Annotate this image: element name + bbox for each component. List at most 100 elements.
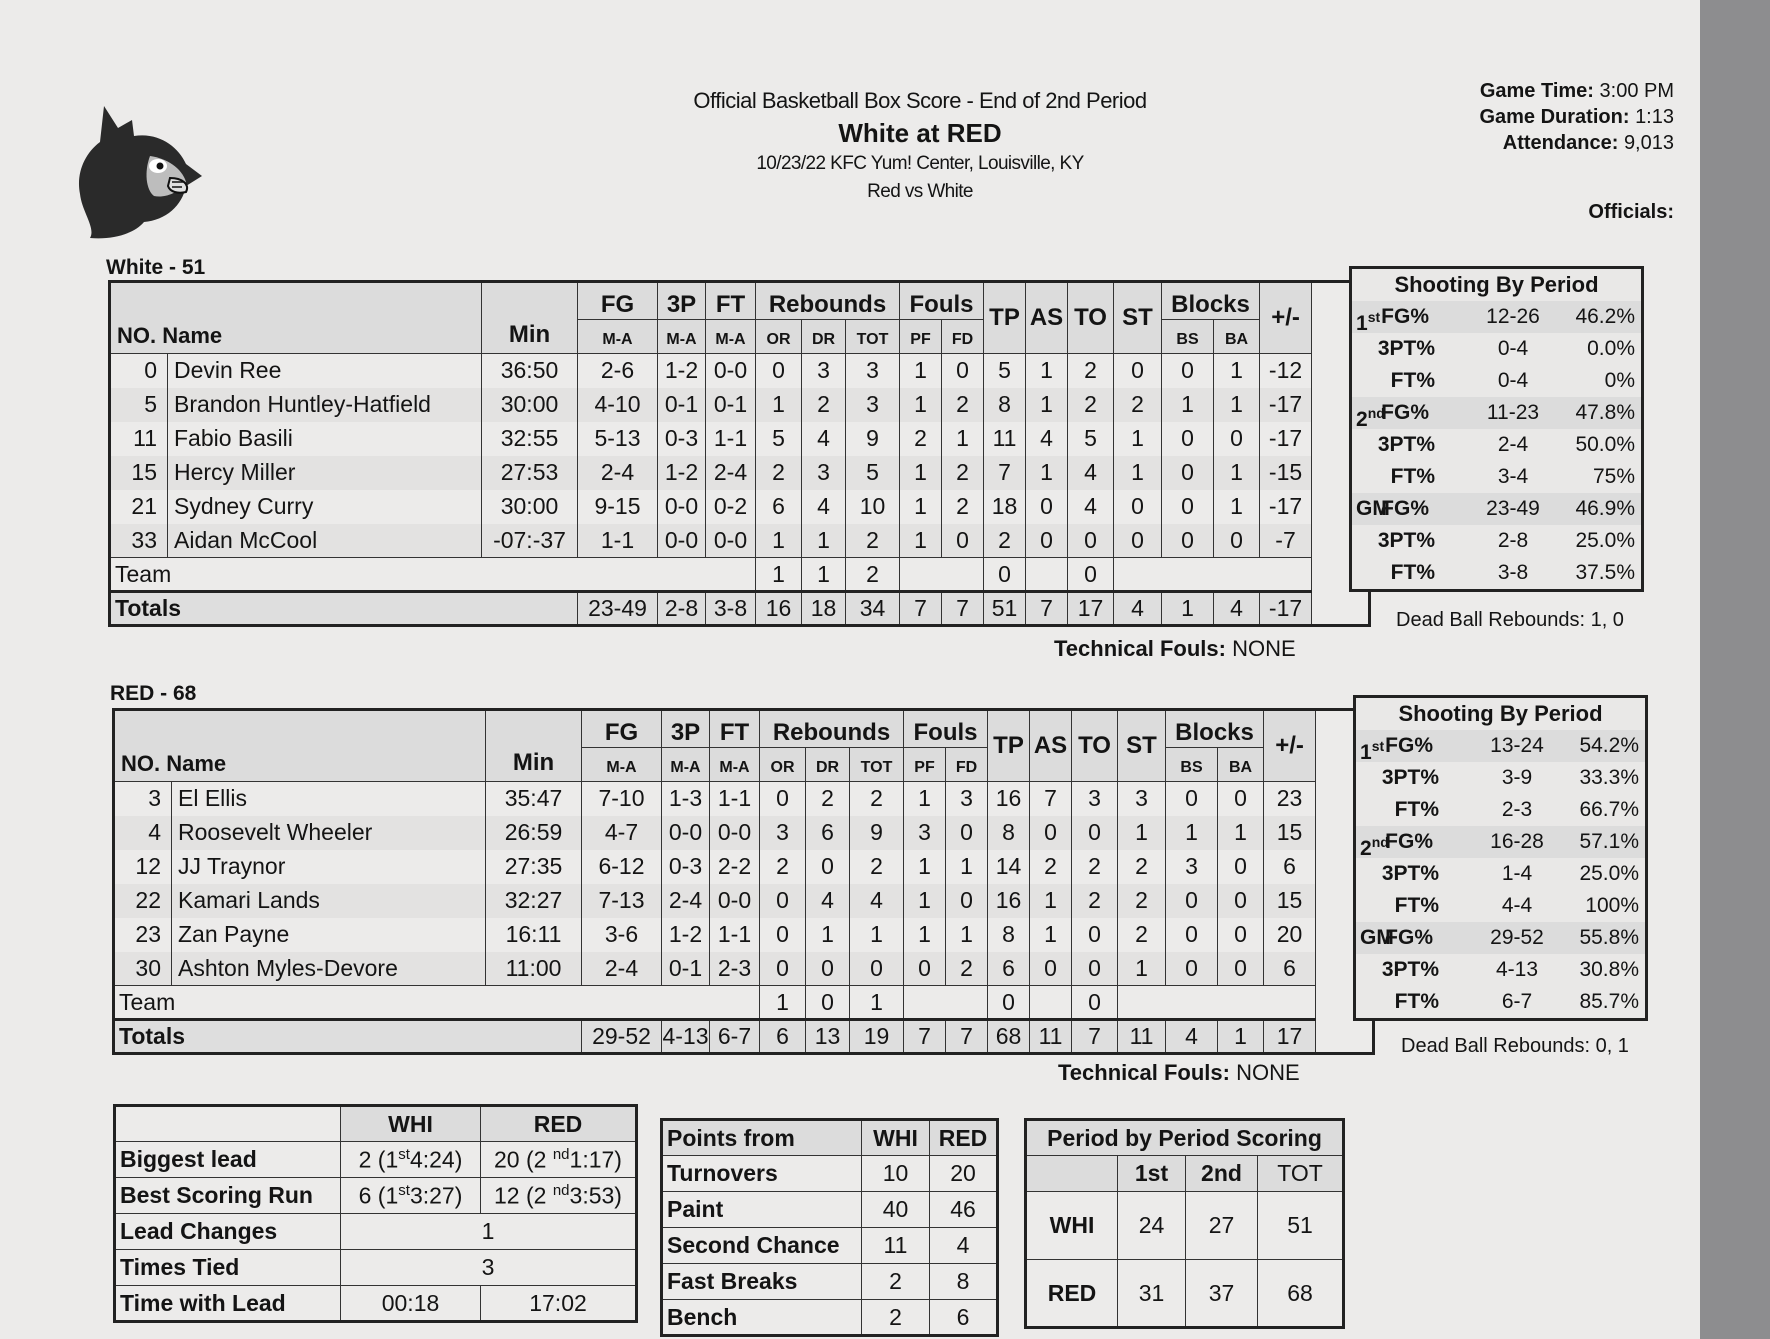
totals-fg: 29-52	[581, 1018, 662, 1054]
player-to: 0	[1067, 523, 1115, 558]
empty-cell	[1025, 1155, 1118, 1192]
player-row: 22 Kamari Lands 32:27 7-13 2-4 0-0 0 4 4 1 0 1…	[113, 883, 1374, 918]
col-tot: TOT	[844, 319, 901, 354]
shooting-row: FT% 4-4 100%	[1356, 890, 1645, 922]
totals-pm: 17	[1263, 1018, 1317, 1054]
totals-ft: 6-7	[709, 1018, 760, 1054]
player-name: Devin Ree	[167, 353, 482, 388]
points-from-row: Bench 2 6	[661, 1299, 998, 1336]
shooting-made-attempted: 11-23	[1486, 401, 1540, 424]
points-from-label: Turnovers	[661, 1155, 862, 1192]
player-dr: 2	[801, 387, 846, 422]
player-tot: 2	[844, 523, 901, 558]
player-pf: 1	[903, 781, 947, 816]
player-ba: 0	[1213, 523, 1261, 558]
col-fd: FD	[945, 747, 989, 782]
lead-changes-value: 1	[340, 1213, 637, 1250]
col-blocks: Blocks	[1165, 709, 1265, 748]
points-from-red: 6	[929, 1299, 998, 1336]
shooting-percentage: 0.0%	[1587, 337, 1635, 360]
lead-header-whi: WHI	[340, 1105, 481, 1142]
shooting-row: 3PT% 3-9 33.3%	[1356, 762, 1645, 794]
totals-tp: 51	[983, 590, 1027, 626]
player-name: JJ Traynor	[171, 849, 486, 884]
player-fd: 3	[945, 781, 989, 816]
lead-stats-table: WHI RED Biggest lead 2 (1st4:24) 20 (2 n…	[113, 1104, 638, 1323]
player-as: 4	[1025, 421, 1069, 456]
shooting-stat-label: FT%	[1390, 369, 1435, 392]
col-to: TO	[1067, 281, 1115, 354]
player-min: -07:-37	[481, 523, 578, 558]
lead-changes-row: Lead Changes 1	[114, 1213, 637, 1250]
col-3p-ma: M-A	[661, 747, 710, 782]
shooting-made-attempted: 29-52	[1490, 926, 1544, 949]
col-fg: FG	[581, 709, 662, 748]
totals-pm: -17	[1259, 590, 1313, 626]
player-as: 0	[1025, 489, 1069, 524]
shooting-row: 1st FG% 13-24 54.2%	[1356, 730, 1645, 764]
player-row: 5 Brandon Huntley-Hatfield 30:00 4-10 0-…	[109, 387, 1370, 422]
player-ft: 0-2	[705, 489, 756, 524]
player-ba: 1	[1213, 489, 1261, 524]
col-min: Min	[481, 281, 578, 354]
times-tied-row: Times Tied 3	[114, 1249, 637, 1286]
player-number: 21	[109, 489, 168, 524]
player-tot: 3	[844, 353, 901, 388]
period-team: RED	[1025, 1259, 1118, 1328]
shooting-title: Shooting By Period	[1394, 272, 1599, 297]
player-3p: 1-2	[661, 917, 710, 952]
player-as: 1	[1029, 917, 1073, 952]
player-dr: 0	[805, 951, 850, 986]
player-to: 0	[1071, 917, 1119, 952]
shooting-period: GM	[1356, 497, 1390, 520]
player-ba: 1	[1213, 455, 1261, 490]
shooting-by-period: Shooting By Period 1st FG% 12-26 46.2% 3PT% 0-…	[1349, 266, 1644, 592]
player-name: Kamari Lands	[171, 883, 486, 918]
times-tied-value: 3	[340, 1249, 637, 1286]
player-fg: 7-13	[581, 883, 662, 918]
player-tp: 7	[983, 455, 1027, 490]
player-bs: 1	[1161, 387, 1215, 422]
totals-tp: 68	[987, 1018, 1031, 1054]
totals-row: Totals 23-49 2-8 3-8 16 18 34 7 7 51 7 17 4 1 4 -17	[109, 590, 1370, 626]
player-pf: 2	[899, 421, 943, 456]
shooting-period: 2nd	[1356, 405, 1385, 431]
technical-fouls: Technical Fouls: NONE	[1054, 636, 1296, 661]
team-row: Team 1 0 1 0 0	[113, 985, 1374, 1020]
player-ft: 2-3	[709, 951, 760, 986]
shooting-row: FT% 0-4 0%	[1352, 365, 1641, 397]
player-fd: 1	[945, 849, 989, 884]
player-ft: 0-1	[705, 387, 756, 422]
col-dr: DR	[801, 319, 846, 354]
player-min: 36:50	[481, 353, 578, 388]
player-st: 3	[1117, 781, 1167, 816]
player-min: 16:11	[485, 917, 582, 952]
player-pf: 1	[903, 883, 947, 918]
player-pm: -17	[1259, 489, 1313, 524]
player-or: 0	[759, 951, 806, 986]
totals-or: 16	[755, 590, 802, 626]
row-label: Lead Changes	[114, 1213, 341, 1250]
shooting-row: 3PT% 4-13 30.8%	[1356, 954, 1645, 986]
col-plus-minus: +/-	[1263, 709, 1317, 782]
shooting-made-attempted: 6-7	[1501, 990, 1533, 1013]
player-3p: 0-0	[661, 815, 710, 850]
player-pm: 6	[1263, 951, 1317, 986]
player-ba: 1	[1213, 353, 1261, 388]
player-ba: 0	[1217, 781, 1265, 816]
shooting-period: 1st	[1360, 738, 1385, 764]
player-row: 4 Roosevelt Wheeler 26:59 4-7 0-0 0-0 3 6 9…	[113, 815, 1374, 850]
player-name: Sydney Curry	[167, 489, 482, 524]
player-pm: -17	[1259, 387, 1313, 422]
shooting-percentage: 33.3%	[1579, 766, 1639, 789]
player-tot: 2	[848, 781, 905, 816]
col-3p: 3P	[661, 709, 710, 748]
shooting-percentage: 37.5%	[1575, 561, 1635, 584]
shooting-stat-label: FG%	[1385, 830, 1433, 853]
shooting-stat-label: 3PT%	[1381, 766, 1439, 789]
player-row: 15 Hercy Miller 27:53 2-4 1-2 2-4 2 3 5 1 2 7 1…	[109, 455, 1370, 490]
col-ba: BA	[1213, 319, 1261, 354]
player-ba: 1	[1217, 815, 1265, 850]
row-label: Biggest lead	[114, 1141, 341, 1178]
points-from-header-whi: WHI	[861, 1119, 930, 1156]
